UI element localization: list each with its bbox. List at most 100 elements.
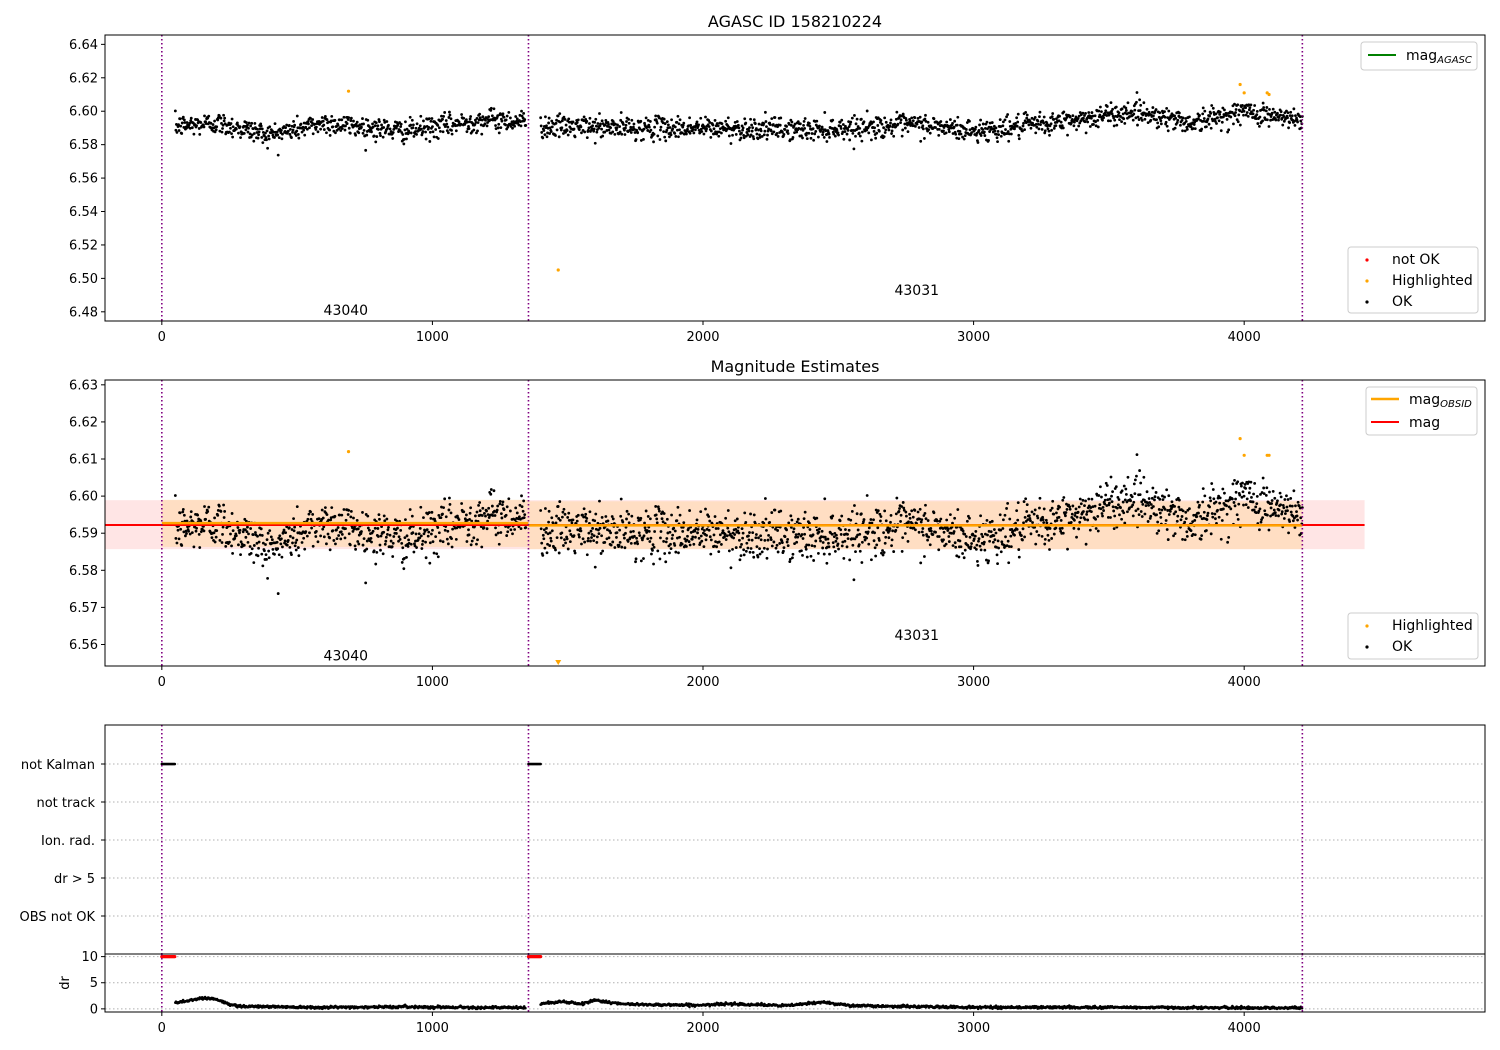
ok-point: [387, 123, 390, 127]
ok-point: [909, 526, 913, 530]
ok-point: [897, 510, 901, 513]
ok-point: [1038, 506, 1041, 510]
ok-point: [658, 557, 662, 561]
ok-point: [457, 518, 461, 521]
ok-point: [587, 531, 591, 535]
ok-point: [592, 539, 596, 542]
ok-point: [450, 545, 454, 549]
ok-point: [1255, 494, 1259, 498]
ok-point: [1079, 516, 1083, 520]
ok-point: [319, 534, 323, 538]
ok-point: [1047, 129, 1051, 133]
ok-point: [880, 122, 884, 126]
ok-point: [633, 541, 637, 545]
ok-point: [1142, 475, 1146, 479]
ok-point: [180, 132, 184, 135]
ok-point: [692, 131, 696, 135]
ok-point: [837, 133, 840, 137]
ok-point: [430, 510, 434, 514]
ok-point: [847, 120, 851, 124]
ok-point: [1110, 494, 1113, 498]
ok-point: [955, 136, 959, 140]
ok-point: [1234, 497, 1237, 501]
ok-point: [708, 519, 712, 523]
ok-point: [882, 551, 886, 554]
ok-point: [476, 121, 480, 125]
ok-point: [699, 127, 703, 131]
ok-point: [1254, 117, 1258, 121]
ok-point: [564, 541, 567, 545]
ok-point: [634, 138, 638, 141]
ok-point: [577, 535, 581, 539]
ok-point: [1036, 122, 1040, 126]
ok-point: [820, 535, 823, 539]
ok-point: [894, 117, 898, 121]
ok-point: [1070, 117, 1074, 121]
ok-point: [344, 124, 347, 128]
ok-point: [422, 532, 426, 536]
ok-point: [1225, 504, 1228, 508]
ok-point: [1029, 120, 1032, 124]
ok-point: [1075, 535, 1078, 539]
ok-point: [519, 517, 522, 521]
ok-point: [415, 546, 418, 549]
ok-point: [440, 114, 443, 118]
ok-point: [1007, 132, 1011, 136]
ok-point: [442, 115, 445, 118]
ok-point: [1126, 475, 1130, 479]
ok-point: [303, 133, 307, 137]
ok-point: [177, 123, 180, 127]
ok-point: [1202, 510, 1206, 514]
ok-point: [665, 128, 669, 132]
ok-point: [609, 531, 613, 535]
ok-point: [1183, 129, 1187, 133]
ok-point: [178, 117, 182, 121]
ok-point: [697, 128, 701, 132]
ok-point: [983, 532, 987, 536]
ok-point: [630, 514, 634, 518]
ok-point: [727, 134, 731, 138]
ok-point: [544, 115, 547, 119]
ok-point: [668, 551, 671, 555]
ok-point: [792, 527, 796, 531]
ok-point: [926, 120, 930, 124]
ok-point: [646, 118, 650, 122]
agasc-ytick-label: 6.54: [69, 205, 98, 220]
ok-point: [951, 132, 955, 135]
ok-point: [181, 510, 185, 514]
ok-point: [311, 512, 315, 516]
ok-point: [889, 118, 893, 122]
ok-point: [190, 531, 194, 535]
ok-point: [1234, 111, 1237, 114]
ok-point: [839, 124, 843, 128]
ok-point: [337, 534, 341, 537]
ok-point: [729, 532, 732, 536]
ok-point: [293, 123, 297, 127]
ok-point: [921, 533, 925, 537]
ok-point: [437, 513, 441, 517]
ok-point: [508, 509, 512, 513]
ok-point: [181, 507, 185, 511]
agasc-xtick-label: 3000: [957, 330, 990, 345]
ok-point: [1241, 481, 1244, 485]
ok-point: [446, 125, 450, 129]
ok-point: [221, 532, 224, 536]
ok-point: [957, 137, 961, 141]
ok-point: [705, 127, 708, 131]
ok-point: [1004, 128, 1007, 131]
ok-point: [237, 131, 240, 135]
flag-point: [173, 762, 177, 766]
agasc-ytick-label: 6.62: [69, 71, 98, 86]
ok-point: [707, 515, 711, 518]
ok-point: [1043, 129, 1047, 133]
ok-point: [669, 547, 673, 551]
ok-point: [978, 544, 982, 548]
ok-point: [867, 131, 871, 135]
ok-point: [1112, 116, 1116, 120]
ok-point: [1201, 487, 1205, 491]
ok-point: [1227, 535, 1231, 539]
ok-point: [821, 541, 825, 544]
ok-point: [1086, 120, 1090, 124]
ok-point: [296, 546, 300, 549]
ok-point: [874, 554, 878, 558]
